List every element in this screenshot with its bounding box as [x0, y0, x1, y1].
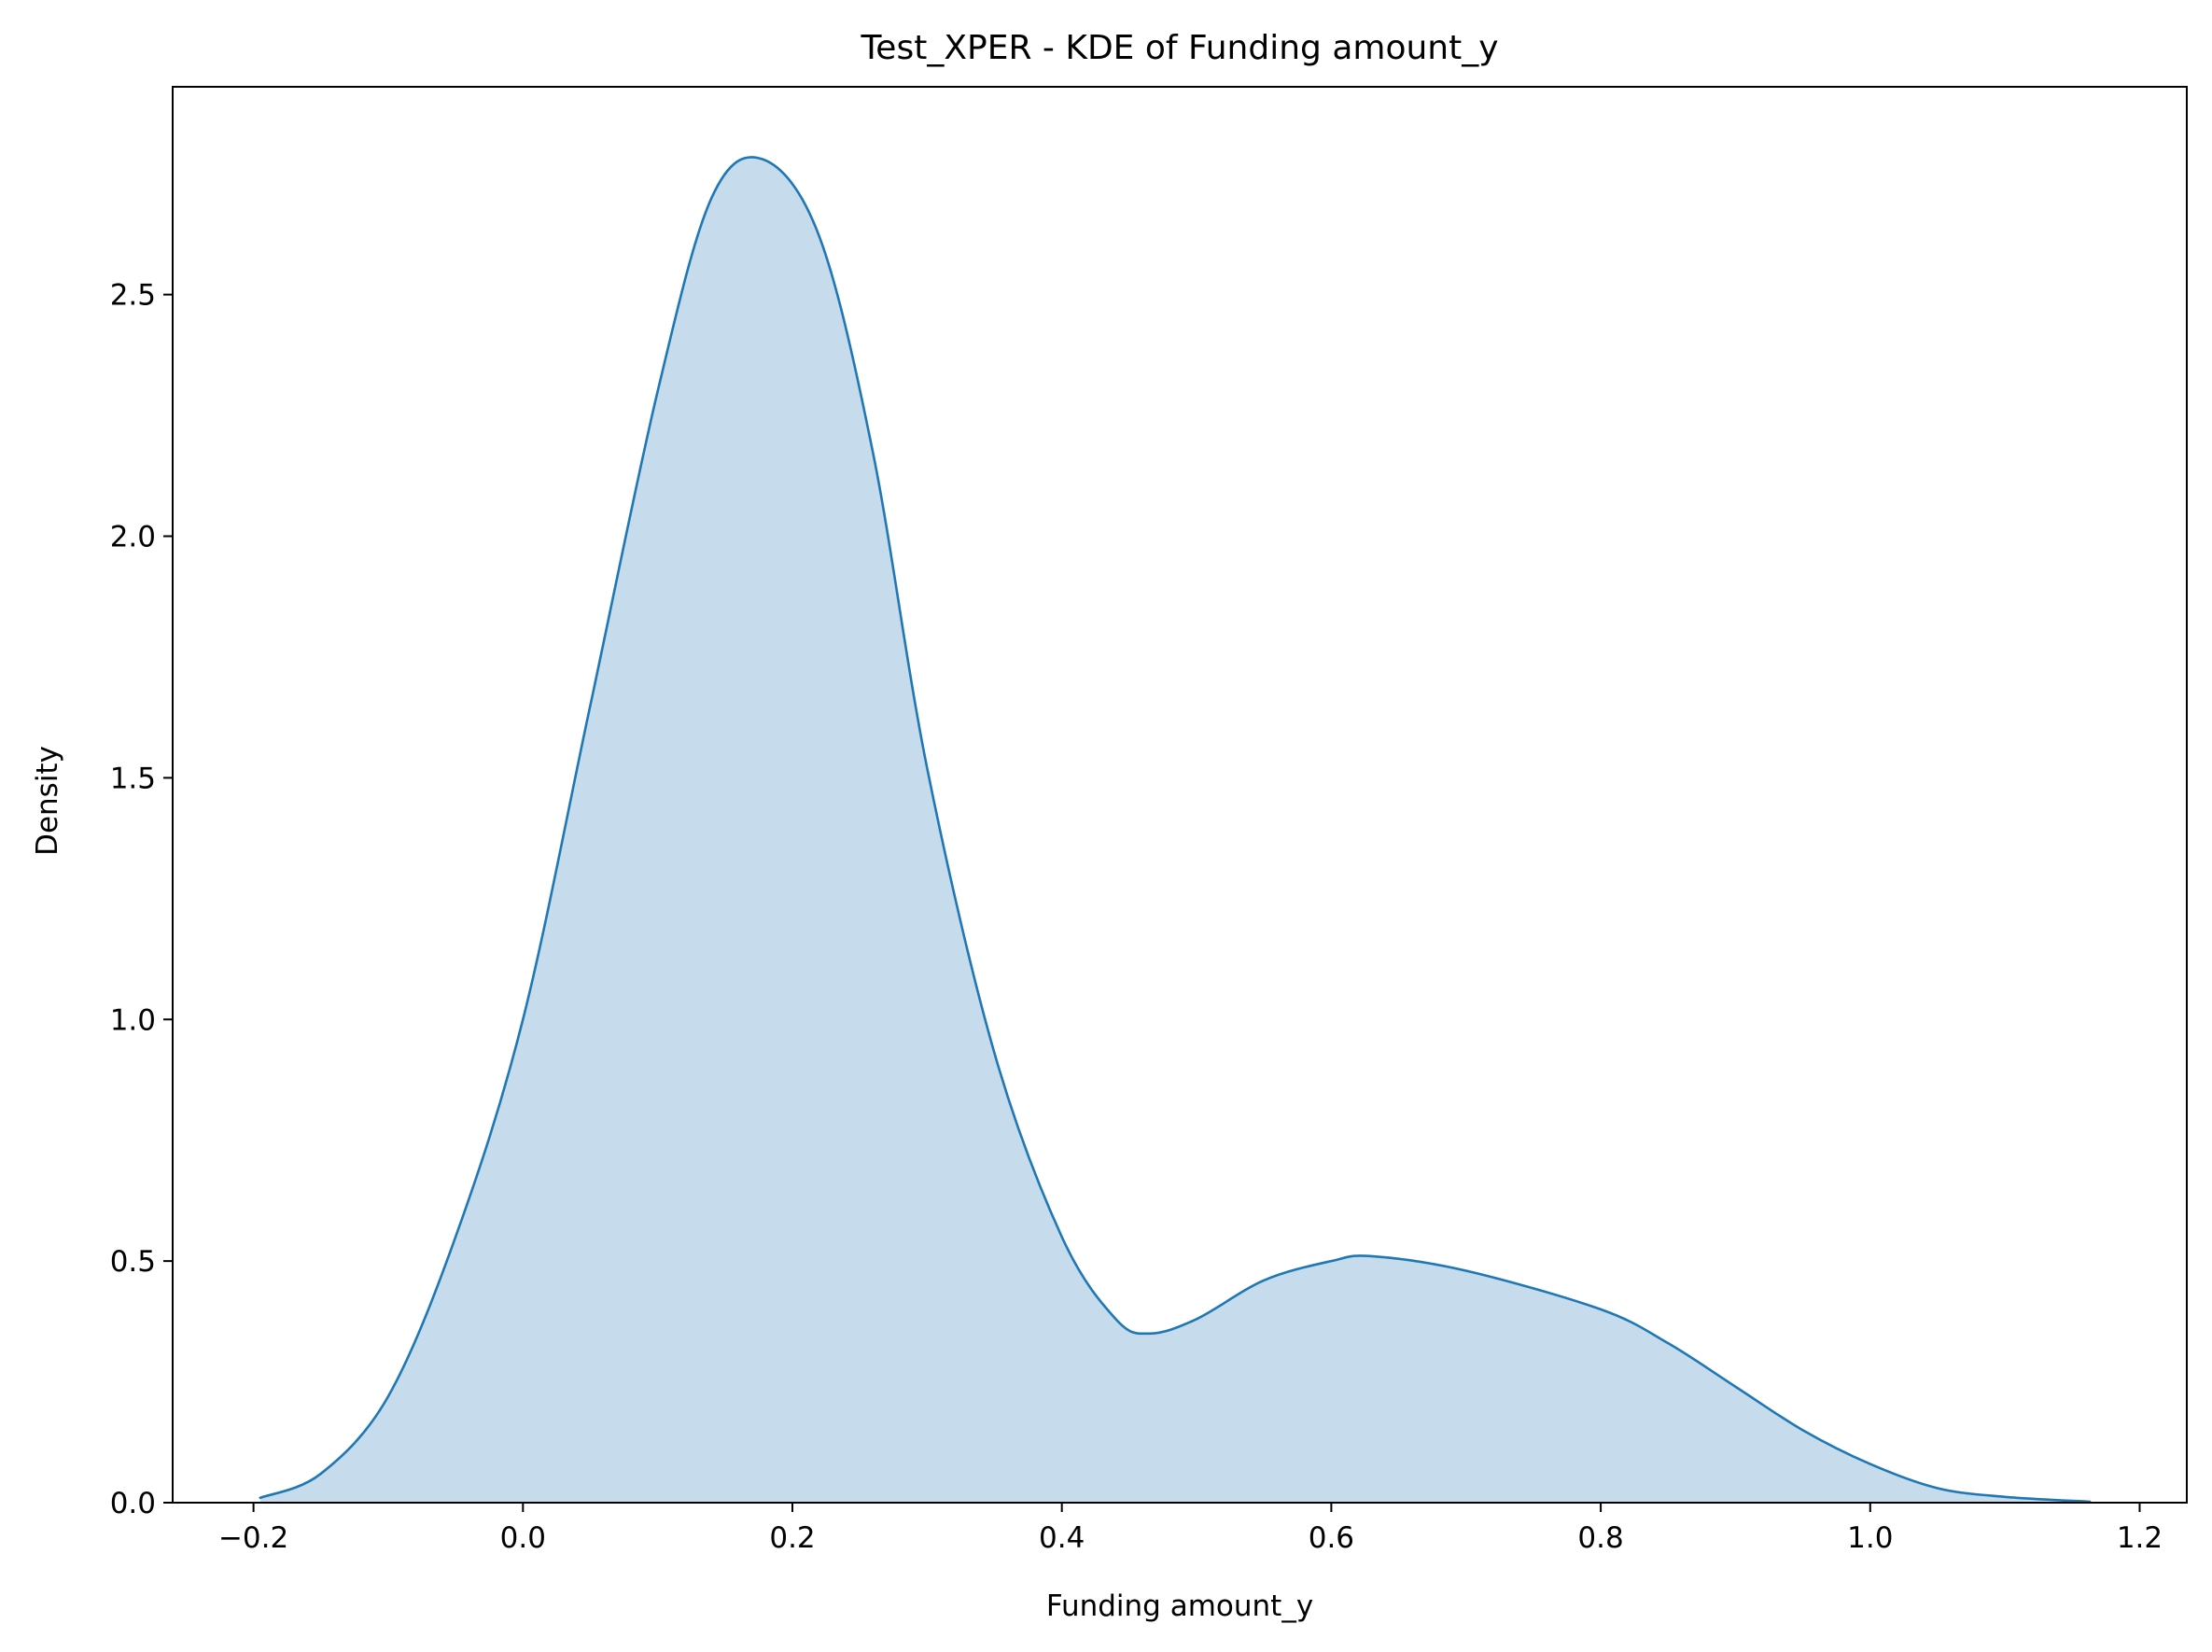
x-axis-label: Funding amount_y — [1046, 1589, 1313, 1623]
y-axis-ticks: 0.0 0.5 1.0 1.5 2.0 2.5 — [110, 279, 173, 1520]
y-tick-label: 0.5 — [110, 1245, 156, 1279]
y-tick-label: 2.5 — [110, 279, 156, 313]
x-tick-label: 1.0 — [1847, 1521, 1893, 1555]
x-tick-label: 0.8 — [1577, 1521, 1623, 1555]
x-tick-label: 0.4 — [1039, 1521, 1085, 1555]
y-tick-label: 2.0 — [110, 521, 156, 554]
y-tick-label: 1.0 — [110, 1003, 156, 1037]
kde-density-line — [259, 156, 2092, 1504]
x-tick-label: 0.2 — [769, 1521, 815, 1555]
x-axis-ticks: −0.2 0.0 0.2 0.4 0.6 0.8 1.0 1.2 — [218, 1503, 2163, 1555]
y-tick-label: 0.0 — [110, 1487, 156, 1520]
x-tick-label: −0.2 — [218, 1521, 288, 1555]
x-tick-label: 0.0 — [500, 1521, 546, 1555]
axes-frame — [172, 86, 2188, 1504]
y-tick-label: 1.5 — [110, 762, 156, 795]
x-tick-label: 1.2 — [2117, 1521, 2163, 1555]
y-axis-label: Density — [31, 746, 64, 856]
chart-title: Test_XPER - KDE of Funding amount_y — [860, 29, 1498, 67]
x-tick-label: 0.6 — [1309, 1521, 1354, 1555]
kde-fill-area — [259, 157, 2091, 1504]
plot-area — [259, 156, 2092, 1504]
